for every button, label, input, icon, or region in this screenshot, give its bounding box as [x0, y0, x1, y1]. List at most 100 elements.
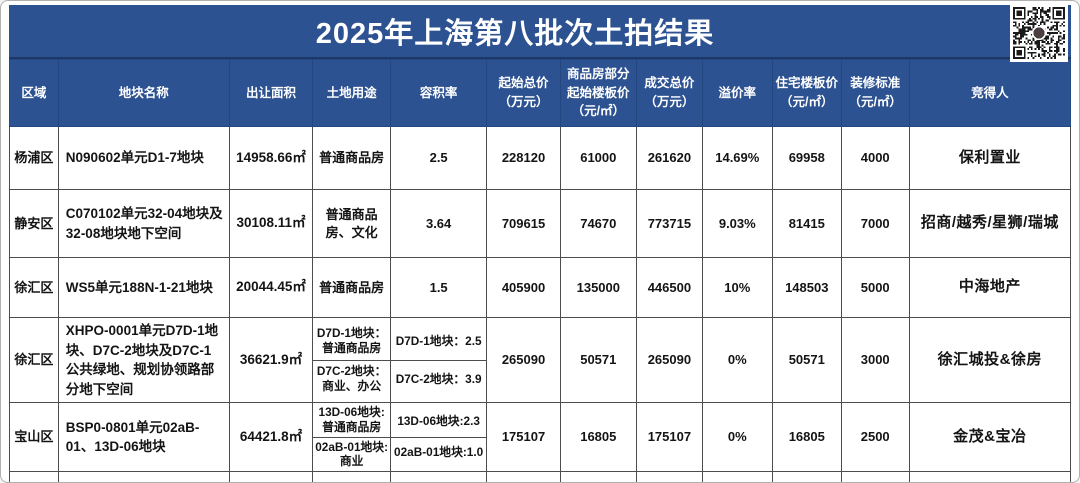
res-floor-price-cell: 148503 [771, 257, 842, 318]
land-use-split: 13D-06地块:普通商品房 02aB-01地块:商业 [313, 404, 390, 471]
premium-cell: 0% [701, 471, 773, 482]
title-bar: 2025年上海第八批次土拍结果 [9, 5, 1071, 59]
col-header-commodity-start-floor-price: 商品房部分起始楼板价（元/㎡） [559, 59, 638, 127]
start-floor-price-cell: 21500 [559, 471, 638, 482]
start-floor-price-cell: 74670 [559, 189, 638, 258]
far-sub-cell: D7D-1地块：2.5 [395, 333, 482, 348]
region-cell: 宝山区 [9, 402, 59, 473]
deco-standard-cell: 2500 [840, 402, 910, 473]
winner-cell: 金茂&宝冶 [908, 402, 1072, 473]
col-header-area: 出让面积 [228, 59, 314, 127]
premium-cell: 0% [701, 316, 773, 404]
table-row: 杨浦区 N090602单元D1-7地块 14958.66㎡ 普通商品房 2.5 22812… [9, 126, 1072, 190]
start-floor-price-cell: 50571 [559, 316, 638, 404]
col-header-start-price: 起始总价（万元） [486, 59, 561, 127]
deal-price-cell: 265090 [636, 316, 703, 404]
land-auction-table: 区域 地块名称 出让面积 土地用途 容积率 起始总价（万元） 商品房部分起始楼板价（元/㎡）… [9, 59, 1072, 482]
deal-price-cell: 175107 [636, 402, 703, 473]
res-floor-price-cell: 81415 [771, 189, 842, 258]
far-cell: 1.2 [389, 471, 488, 482]
winner-cell: 保利置业 [908, 126, 1072, 190]
start-price-cell: 709615 [486, 189, 561, 258]
table-row: 宝山区 BSP0-0801单元02aB-01、13D-06地块 64421.8㎡ 13… [9, 402, 1072, 473]
land-use-split: D7D-1地块：普通商品房 D7C-2地块：商业、办公 [313, 323, 390, 398]
start-price-cell: 405900 [486, 257, 561, 318]
deco-standard-cell: 4000 [840, 126, 910, 190]
deal-price-cell: 261620 [636, 126, 703, 190]
name-cell: C070102单元32-04地块及32-08地块地下空间 [57, 189, 230, 258]
deal-price-cell: 446500 [636, 257, 703, 318]
premium-cell: 0% [701, 402, 773, 473]
col-header-deal-price: 成交总价（万元） [636, 59, 703, 127]
table-row: 徐汇区 XHPO-0001单元D7D-1地块、D7C-2地块及D7C-1公共绿地、… [9, 316, 1072, 404]
name-cell: XHPO-0001单元D7D-1地块、D7C-2地块及D7C-1公共绿地、规划协… [57, 316, 230, 404]
table-row: 静安区 C070102单元32-04地块及32-08地块地下空间 30108.11㎡… [9, 189, 1072, 258]
start-price-cell: 228120 [486, 126, 561, 190]
far-split: D7D-1地块：2.5 D7C-2地块：3.9 [391, 323, 486, 398]
far-cell: D7D-1地块：2.5 D7C-2地块：3.9 [389, 316, 488, 404]
start-price-cell: 265090 [486, 316, 561, 404]
land-use-sub-cell: 13D-06地块:普通商品房 [318, 405, 385, 434]
area-cell: 20044.45㎡ [228, 257, 314, 318]
winner-cell: 国贸&松江交投 [908, 471, 1072, 482]
table-row: 松江区SJC10010单元14-01号地块25433.7㎡普通商品房1.2656… [9, 471, 1072, 482]
start-price-cell: 65619 [486, 471, 561, 482]
res-floor-price-cell: 69958 [771, 126, 842, 190]
res-floor-price-cell: 21500 [771, 471, 842, 482]
col-header-premium: 溢价率 [701, 59, 773, 127]
table-header: 区域 地块名称 出让面积 土地用途 容积率 起始总价（万元） 商品房部分起始楼板价（元/㎡）… [9, 59, 1072, 127]
region-cell: 静安区 [9, 189, 59, 258]
name-cell: N090602单元D1-7地块 [57, 126, 230, 190]
premium-cell: 9.03% [701, 189, 773, 258]
winner-cell: 招商/越秀/星狮/瑞城 [908, 189, 1072, 258]
region-cell: 杨浦区 [9, 126, 59, 190]
land-use-sub-cell: D7C-2地块：商业、办公 [313, 359, 390, 398]
area-cell: 36621.9㎡ [228, 316, 314, 404]
region-cell: 松江区 [9, 471, 59, 482]
far-sub-cell: 02aB-01地块:1.0 [391, 436, 486, 468]
far-split: 13D-06地块:2.3 02aB-01地块:1.0 [391, 407, 486, 468]
far-cell: 13D-06地块:2.3 02aB-01地块:1.0 [389, 402, 488, 473]
table-row: 徐汇区 WS5单元188N-1-21地块 20044.45㎡ 普通商品房 1.5 4059… [9, 257, 1072, 318]
deco-standard-cell: 3000 [840, 316, 910, 404]
deal-price-cell: 773715 [636, 189, 703, 258]
land-use-cell: 普通商品房 [312, 126, 391, 190]
start-floor-price-cell: 16805 [559, 402, 638, 473]
res-floor-price-cell: 16805 [771, 402, 842, 473]
start-floor-price-cell: 135000 [559, 257, 638, 318]
area-cell: 64421.8㎡ [228, 402, 314, 473]
land-use-sub-cell: D7D-1地块：普通商品房 [316, 326, 387, 356]
name-cell: WS5单元188N-1-21地块 [57, 257, 230, 318]
far-sub-cell: D7C-2地块：3.9 [391, 359, 486, 398]
land-use-cell: 普通商品房 [312, 257, 391, 318]
deco-standard-cell: 2500 [840, 471, 910, 482]
far-cell: 1.5 [389, 257, 488, 318]
qr-code [1010, 4, 1068, 62]
name-cell: BSP0-0801单元02aB-01、13D-06地块 [57, 402, 230, 473]
far-cell: 3.64 [389, 189, 488, 258]
col-header-deco-standard: 装修标准（元/㎡） [840, 59, 910, 127]
deco-standard-cell: 5000 [840, 257, 910, 318]
col-header-winner: 竞得人 [908, 59, 1072, 127]
area-cell: 14958.66㎡ [228, 126, 314, 190]
winner-cell: 中海地产 [908, 257, 1072, 318]
col-header-far: 容积率 [389, 59, 488, 127]
qr-code-icon [1013, 7, 1065, 59]
col-header-region: 区域 [9, 59, 59, 127]
land-use-cell: 普通商品房 [312, 471, 391, 482]
start-floor-price-cell: 61000 [559, 126, 638, 190]
page-title: 2025年上海第八批次土拍结果 [315, 18, 715, 50]
name-cell: SJC10010单元14-01号地块 [57, 471, 230, 482]
table-body: 杨浦区 N090602单元D1-7地块 14958.66㎡ 普通商品房 2.5 22812… [9, 126, 1072, 482]
area-cell: 25433.7㎡ [228, 471, 314, 482]
region-cell: 徐汇区 [9, 316, 59, 404]
land-use-cell: 普通商品房、文化 [312, 189, 391, 258]
area-cell: 30108.11㎡ [228, 189, 314, 258]
res-floor-price-cell: 50571 [771, 316, 842, 404]
deco-standard-cell: 7000 [840, 189, 910, 258]
land-use-sub-cell: 02aB-01地块:商业 [313, 436, 390, 471]
start-price-cell: 175107 [486, 402, 561, 473]
land-use-cell: D7D-1地块：普通商品房 D7C-2地块：商业、办公 [312, 316, 391, 404]
winner-cell: 徐汇城投&徐房 [908, 316, 1072, 404]
